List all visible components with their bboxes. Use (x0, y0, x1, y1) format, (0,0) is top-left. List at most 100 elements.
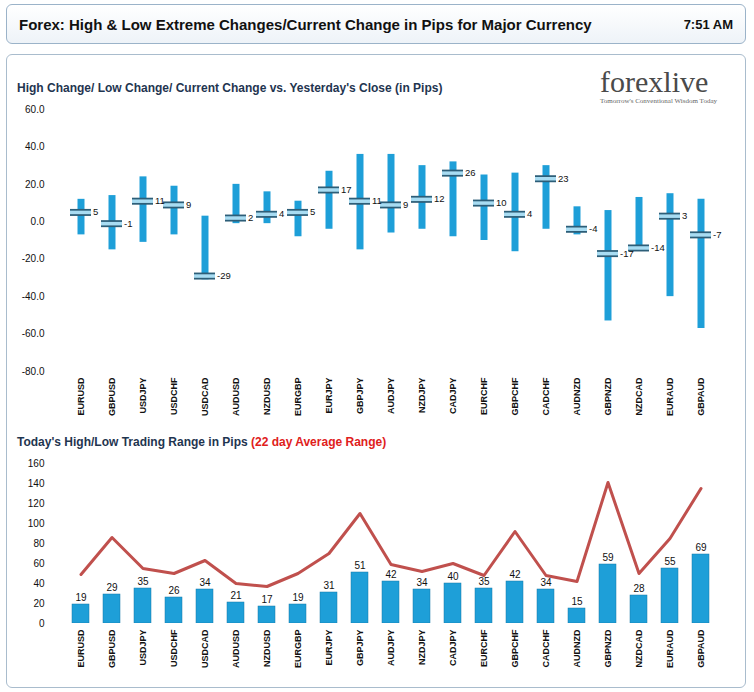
svg-text:69: 69 (695, 542, 707, 553)
svg-text:CADJPY: CADJPY (448, 630, 458, 667)
svg-text:-1: -1 (124, 218, 132, 229)
svg-text:NZDCAD: NZDCAD (634, 377, 644, 415)
svg-text:20.0: 20.0 (25, 179, 45, 190)
svg-text:EURCHF: EURCHF (479, 629, 489, 667)
svg-text:USDCAD: USDCAD (200, 377, 210, 416)
svg-text:15: 15 (571, 596, 583, 607)
svg-text:AUDJPY: AUDJPY (386, 630, 396, 667)
svg-text:140: 140 (28, 478, 45, 489)
svg-text:-20.0: -20.0 (22, 253, 45, 264)
svg-text:42: 42 (509, 569, 521, 580)
svg-text:23: 23 (558, 173, 569, 184)
svg-text:2: 2 (248, 212, 253, 223)
svg-text:11: 11 (372, 195, 382, 206)
svg-text:EURAUD: EURAUD (665, 377, 675, 416)
svg-text:CADCHF: CADCHF (541, 629, 551, 667)
svg-text:EURAUD: EURAUD (665, 629, 675, 668)
svg-text:42: 42 (385, 569, 397, 580)
svg-text:26: 26 (465, 167, 476, 178)
svg-text:AUDJPY: AUDJPY (386, 378, 396, 415)
svg-text:120: 120 (28, 498, 45, 509)
svg-text:EURCHF: EURCHF (479, 377, 489, 415)
svg-text:60.0: 60.0 (25, 104, 45, 115)
svg-text:51: 51 (354, 560, 366, 571)
svg-text:-17: -17 (620, 248, 634, 259)
svg-text:-14: -14 (651, 242, 665, 253)
svg-text:-4: -4 (589, 223, 597, 234)
svg-text:12: 12 (434, 193, 445, 204)
svg-text:100: 100 (28, 518, 45, 529)
svg-text:40: 40 (33, 578, 45, 589)
svg-text:AUDNZD: AUDNZD (572, 377, 582, 415)
svg-text:CADJPY: CADJPY (448, 378, 458, 415)
svg-text:10: 10 (496, 197, 507, 208)
svg-text:AUDUSD: AUDUSD (231, 629, 241, 668)
svg-text:EURJPY: EURJPY (324, 630, 334, 666)
svg-text:34: 34 (540, 577, 552, 588)
svg-text:3: 3 (682, 210, 687, 221)
svg-text:AUDNZD: AUDNZD (572, 629, 582, 667)
svg-text:34: 34 (199, 577, 211, 588)
svg-text:9: 9 (186, 199, 191, 210)
svg-text:NZDUSD: NZDUSD (262, 629, 272, 667)
svg-text:26: 26 (168, 585, 180, 596)
svg-text:4: 4 (279, 208, 284, 219)
svg-text:4: 4 (527, 208, 532, 219)
svg-text:USDJPY: USDJPY (138, 630, 148, 666)
svg-text:160: 160 (28, 458, 45, 469)
svg-text:29: 29 (106, 582, 118, 593)
svg-text:19: 19 (75, 592, 87, 603)
svg-text:GBPUSD: GBPUSD (107, 377, 117, 416)
svg-text:35: 35 (478, 576, 490, 587)
svg-text:EURGBP: EURGBP (293, 630, 303, 669)
svg-text:21: 21 (230, 590, 242, 601)
svg-text:NZDUSD: NZDUSD (262, 377, 272, 415)
svg-text:0: 0 (39, 618, 45, 629)
svg-text:GBPNZD: GBPNZD (603, 629, 613, 668)
svg-text:31: 31 (323, 580, 335, 591)
svg-text:GBPAUD: GBPAUD (696, 629, 706, 668)
svg-text:11: 11 (155, 195, 165, 206)
svg-text:28: 28 (633, 583, 645, 594)
svg-text:60: 60 (33, 558, 45, 569)
svg-text:CADCHF: CADCHF (541, 377, 551, 415)
svg-text:19: 19 (292, 592, 304, 603)
svg-text:59: 59 (602, 552, 614, 563)
svg-text:-29: -29 (217, 270, 231, 281)
svg-text:GBPCHF: GBPCHF (510, 629, 520, 668)
svg-text:AUDUSD: AUDUSD (231, 377, 241, 416)
svg-text:EURGBP: EURGBP (293, 378, 303, 417)
svg-text:GBPUSD: GBPUSD (107, 629, 117, 668)
svg-text:55: 55 (664, 556, 676, 567)
svg-text:EURJPY: EURJPY (324, 378, 334, 414)
svg-text:USDCHF: USDCHF (169, 629, 179, 667)
svg-text:40: 40 (447, 571, 459, 582)
svg-text:GBPAUD: GBPAUD (696, 377, 706, 416)
svg-text:34: 34 (416, 577, 428, 588)
svg-text:GBPJPY: GBPJPY (355, 378, 365, 415)
svg-text:0.0: 0.0 (31, 216, 45, 227)
svg-text:80: 80 (33, 538, 45, 549)
svg-text:35: 35 (137, 576, 149, 587)
svg-text:USDCAD: USDCAD (200, 629, 210, 668)
svg-text:GBPNZD: GBPNZD (603, 377, 613, 416)
svg-text:NZDJPY: NZDJPY (417, 378, 427, 414)
svg-text:-60.0: -60.0 (22, 328, 45, 339)
svg-text:17: 17 (261, 594, 273, 605)
svg-text:20: 20 (33, 598, 45, 609)
svg-text:40.0: 40.0 (25, 141, 45, 152)
svg-text:9: 9 (403, 199, 408, 210)
svg-text:5: 5 (310, 206, 315, 217)
svg-text:-7: -7 (713, 229, 721, 240)
svg-text:EURUSD: EURUSD (76, 377, 86, 416)
svg-text:NZDCAD: NZDCAD (634, 629, 644, 667)
svg-text:USDCHF: USDCHF (169, 377, 179, 415)
svg-text:5: 5 (93, 206, 98, 217)
svg-text:EURUSD: EURUSD (76, 629, 86, 668)
svg-text:GBPCHF: GBPCHF (510, 377, 520, 416)
svg-text:-40.0: -40.0 (22, 291, 45, 302)
svg-text:-80.0: -80.0 (22, 366, 45, 377)
svg-text:GBPJPY: GBPJPY (355, 630, 365, 667)
svg-text:USDJPY: USDJPY (138, 378, 148, 414)
svg-text:NZDJPY: NZDJPY (417, 630, 427, 666)
